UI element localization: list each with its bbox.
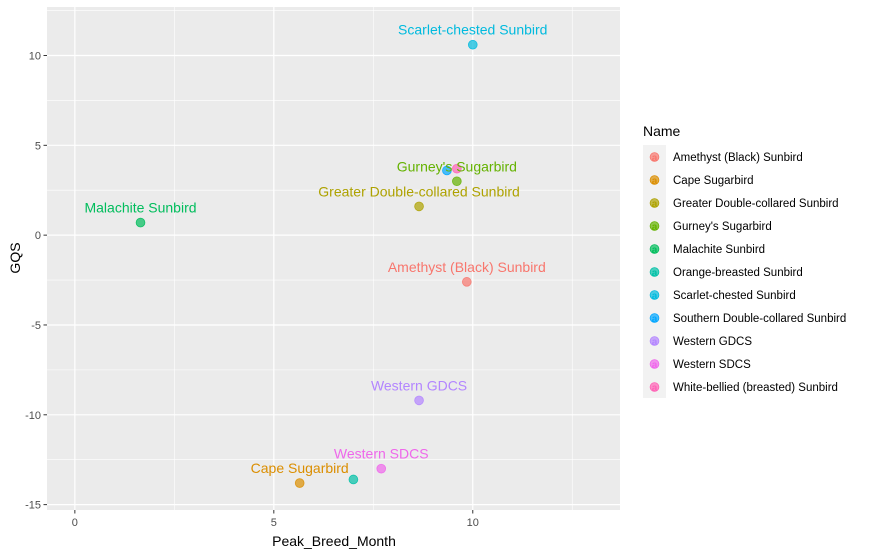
point-label-amethyst-black-sunbird: Amethyst (Black) Sunbird xyxy=(388,259,546,275)
x-tick-label: 10 xyxy=(467,517,479,529)
legend-label-scarlet-chested-sunbird: Scarlet-chested Sunbird xyxy=(673,290,796,302)
legend-key-glyph: a xyxy=(652,176,658,187)
point-label-cape-sugarbird: Cape Sugarbird xyxy=(251,460,349,476)
point-label-gurney-s-sugarbird: Gurney's Sugarbird xyxy=(397,158,517,174)
legend-label-cape-sugarbird: Cape Sugarbird xyxy=(673,175,754,187)
legend-key-glyph: a xyxy=(652,222,658,233)
legend-key-white-bellied-breasted-sunbird xyxy=(649,382,660,392)
grid-lines xyxy=(47,7,620,510)
legend-key-western-gdcs xyxy=(649,336,660,346)
y-tick-label: -10 xyxy=(25,410,41,422)
legend-key-glyph: a xyxy=(652,360,658,371)
y-tick-label: -5 xyxy=(31,320,41,332)
point-gurney-s-sugarbird xyxy=(452,176,462,187)
point-labels: Amethyst (Black) Sunbird Cape Sugarbird Gr… xyxy=(84,22,547,476)
legend-key-glyph: a xyxy=(652,245,658,256)
legend-key-gurney-s-sugarbird xyxy=(649,221,660,231)
y-axis-title: GQS xyxy=(7,242,23,273)
legend-key-southern-double-collared-sunbird xyxy=(649,313,660,323)
x-axis: 0 5 10 xyxy=(72,510,479,529)
legend-key-glyph: a xyxy=(652,268,658,279)
legend-label-amethyst-black-sunbird: Amethyst (Black) Sunbird xyxy=(673,152,803,164)
legend-label-gurney-s-sugarbird: Gurney's Sugarbird xyxy=(673,221,772,233)
y-axis: -15 -10 -5 0 5 10 xyxy=(25,51,47,512)
legend-label-western-gdcs: Western GDCS xyxy=(673,336,752,348)
legend-key-orange-breasted-sunbird xyxy=(649,267,660,277)
legend: Name a Amethyst (Black) Sunbird a Cape Suga… xyxy=(643,123,846,398)
legend-label-southern-double-collared-sunbird: Southern Double-collared Sunbird xyxy=(673,313,846,325)
legend-label-orange-breasted-sunbird: Orange-breasted Sunbird xyxy=(673,267,803,279)
legend-key-glyph: a xyxy=(652,291,658,302)
legend-title: Name xyxy=(643,123,681,139)
point-cape-sugarbird xyxy=(294,478,305,488)
legend-key-amethyst-black-sunbird xyxy=(649,152,660,162)
legend-label-malachite-sunbird: Malachite Sunbird xyxy=(673,244,765,256)
y-tick-label: 0 xyxy=(35,230,41,242)
point-western-sdcs xyxy=(376,463,387,474)
y-tick-label: -15 xyxy=(25,500,41,512)
data-points xyxy=(135,39,478,488)
legend-key-scarlet-chested-sunbird xyxy=(649,290,660,300)
point-label-western-sdcs: Western SDCS xyxy=(334,446,429,462)
panel-background xyxy=(47,7,620,510)
point-western-gdcs xyxy=(414,395,424,406)
legend-label-greater-double-collared-sunbird: Greater Double-collared Sunbird xyxy=(673,198,839,210)
y-tick-label: 10 xyxy=(29,51,41,63)
point-label-malachite-sunbird: Malachite Sunbird xyxy=(84,200,196,216)
point-orange-breasted-sunbird xyxy=(348,474,359,485)
point-label-scarlet-chested-sunbird: Scarlet-chested Sunbird xyxy=(398,22,547,38)
point-greater-double-collared-sunbird xyxy=(414,201,424,212)
point-white-bellied-breasted-sunbird xyxy=(452,163,462,174)
legend-label-western-sdcs: Western SDCS xyxy=(673,359,751,371)
legend-key-glyph: a xyxy=(652,337,658,348)
legend-key-western-sdcs xyxy=(649,359,660,369)
legend-key-glyph: a xyxy=(652,153,658,164)
x-axis-title: Peak_Breed_Month xyxy=(272,533,396,549)
x-tick-label: 0 xyxy=(72,517,78,529)
point-amethyst-black-sunbird xyxy=(462,277,472,287)
legend-key-malachite-sunbird xyxy=(649,244,660,254)
legend-key-glyph: a xyxy=(652,199,658,210)
legend-key-cape-sugarbird xyxy=(649,175,660,185)
point-southern-double-collared-sunbird xyxy=(442,165,452,176)
y-tick-label: 5 xyxy=(35,140,41,152)
point-label-greater-double-collared-sunbird: Greater Double-collared Sunbird xyxy=(318,183,520,199)
x-tick-label: 5 xyxy=(271,517,277,529)
legend-key-glyph: a xyxy=(652,314,658,325)
point-scarlet-chested-sunbird xyxy=(467,39,478,50)
legend-label-white-bellied-breasted-sunbird: White-bellied (breasted) Sunbird xyxy=(673,382,838,394)
point-malachite-sunbird xyxy=(135,217,146,228)
legend-key-greater-double-collared-sunbird xyxy=(649,198,660,208)
legend-key-glyph: a xyxy=(652,383,658,394)
point-label-western-gdcs: Western GDCS xyxy=(371,377,467,393)
